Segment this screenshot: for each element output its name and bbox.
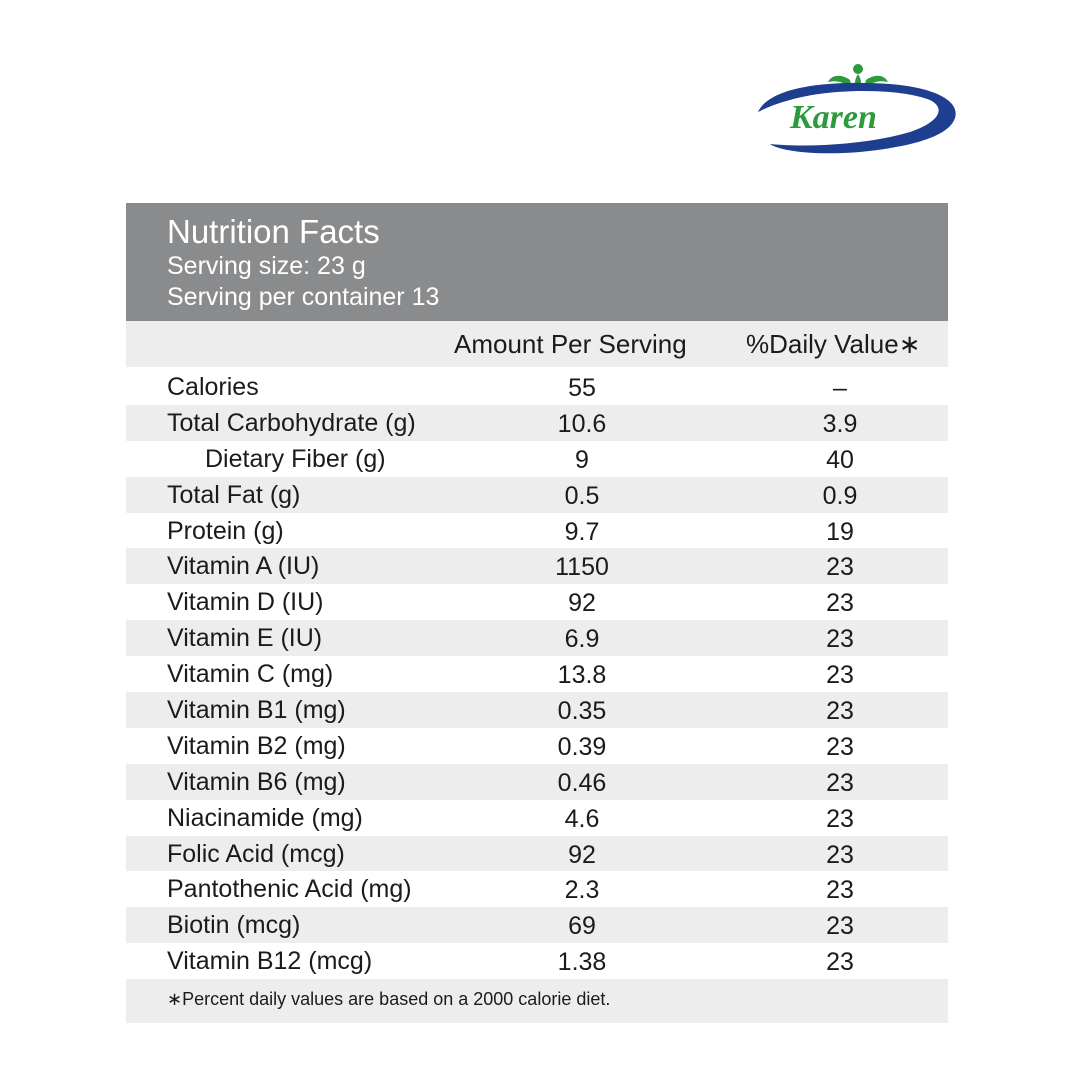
nutrient-amount: 55: [568, 374, 596, 402]
nutrient-row: Vitamin B1 (mg) 0.35 23: [126, 692, 948, 728]
brand-logo: Karen: [750, 60, 965, 160]
nutrient-amount: 4.6: [564, 804, 600, 833]
nutrient-name: Calories: [167, 373, 259, 401]
nutrient-amount: 1150: [555, 553, 609, 582]
footnote-row: ∗Percent daily values are based on a 200…: [126, 979, 948, 1024]
nutrient-daily-value: 0.9: [822, 481, 858, 510]
nutrient-name: Pantothenic Acid (mg): [167, 875, 412, 904]
nutrient-name: Vitamin C (mg): [167, 660, 334, 689]
nutrient-row: Folic Acid (mcg) 92 23: [126, 835, 948, 872]
nutrient-amount: 2.3: [564, 876, 600, 905]
nutrient-daily-value: 23: [826, 697, 854, 726]
nutrient-daily-value: 23: [826, 661, 854, 690]
servings-per-container: Serving per container 13: [167, 283, 440, 311]
nutrient-row: Vitamin D (IU) 92 23: [126, 584, 948, 620]
nutrient-daily-value: 23: [826, 948, 854, 977]
nutrient-row: Vitamin C (mg) 13.8 23: [126, 656, 948, 692]
nutrient-name: Vitamin B2 (mg): [167, 731, 346, 760]
nutrient-name: Dietary Fiber (g): [205, 444, 386, 473]
nutrient-name: Vitamin D (IU): [167, 588, 324, 617]
nutrient-row: Total Carbohydrate (g) 10.6 3.9: [126, 404, 948, 441]
nutrient-name: Total Fat (g): [167, 480, 301, 509]
nutrient-daily-value: 23: [826, 589, 854, 618]
nutrient-name: Protein (g): [167, 516, 284, 545]
nutrient-daily-value: –: [833, 374, 847, 402]
nutrient-name: Vitamin A (IU): [167, 552, 320, 581]
nutrient-daily-value: 23: [826, 840, 854, 869]
nutrient-amount: 1.38: [557, 948, 607, 977]
nutrient-daily-value: 19: [826, 517, 854, 546]
nutrient-row: Vitamin B6 (mg) 0.46 23: [126, 763, 948, 800]
nutrient-daily-value: 23: [826, 553, 854, 582]
nutrient-amount: 0.5: [564, 481, 600, 510]
nutrient-amount: 13.8: [557, 661, 607, 690]
nutrient-amount: 92: [568, 840, 596, 869]
nutrient-row: Vitamin B2 (mg) 0.39 23: [126, 728, 948, 764]
nutrient-amount: 10.6: [557, 409, 607, 438]
nutrient-name: Vitamin B1 (mg): [167, 696, 346, 725]
nutrient-row: Vitamin B12 (mcg) 1.38 23: [126, 943, 948, 979]
nutrient-daily-value: 23: [826, 768, 854, 797]
amount-column-header: Amount Per Serving: [454, 329, 687, 359]
nutrient-amount: 9: [575, 445, 589, 474]
nutrient-name: Biotin (mcg): [167, 911, 301, 940]
daily-value-column-header: %Daily Value∗: [746, 329, 921, 359]
nutrition-header: Nutrition Facts Serving size: 23 g Servi…: [126, 203, 948, 321]
nutrient-amount: 92: [568, 589, 596, 618]
nutrient-name: Vitamin E (IU): [167, 624, 323, 653]
nutrient-amount: 9.7: [564, 517, 600, 546]
nutrition-facts-panel: Nutrition Facts Serving size: 23 g Servi…: [126, 203, 948, 1024]
nutrient-row: Protein (g) 9.7 19: [126, 513, 948, 549]
nutrient-row: Dietary Fiber (g) 9 40: [126, 441, 948, 477]
nutrient-amount: 6.9: [564, 625, 600, 654]
nutrient-daily-value: 23: [826, 625, 854, 654]
serving-size: Serving size: 23 g: [167, 252, 366, 280]
nutrient-row: Pantothenic Acid (mg) 2.3 23: [126, 871, 948, 907]
nutrition-title: Nutrition Facts: [167, 213, 380, 250]
nutrient-daily-value: 23: [826, 804, 854, 833]
nutrient-amount: 69: [568, 912, 596, 941]
footnote: ∗Percent daily values are based on a 200…: [167, 989, 611, 1010]
nutrient-row: Vitamin E (IU) 6.9 23: [126, 620, 948, 657]
nutrient-row: Total Fat (g) 0.5 0.9: [126, 476, 948, 513]
nutrient-row: Vitamin A (IU) 1150 23: [126, 548, 948, 585]
nutrient-name: Vitamin B12 (mcg): [167, 947, 373, 976]
nutrient-daily-value: 40: [826, 445, 854, 474]
nutrient-name: Total Carbohydrate (g): [167, 408, 416, 437]
karen-logo-icon: Karen: [758, 64, 956, 154]
nutrient-table: Calories 55 – Total Carbohydrate (g) 10.6 3.9…: [126, 369, 948, 979]
nutrient-daily-value: 3.9: [822, 409, 858, 438]
nutrient-daily-value: 23: [826, 876, 854, 905]
nutrient-amount: 0.35: [557, 697, 607, 726]
nutrient-daily-value: 23: [826, 912, 854, 941]
nutrient-daily-value: 23: [826, 732, 854, 761]
nutrient-row: Biotin (mcg) 69 23: [126, 907, 948, 944]
nutrient-name: Folic Acid (mcg): [167, 839, 345, 868]
nutrient-amount: 0.46: [557, 768, 607, 797]
column-header-row: Amount Per Serving %Daily Value∗: [126, 321, 948, 369]
nutrient-amount: 0.39: [557, 732, 607, 761]
nutrient-row: Calories 55 –: [126, 369, 948, 405]
nutrient-name: Niacinamide (mg): [167, 803, 363, 832]
nutrient-row: Niacinamide (mg) 4.6 23: [126, 800, 948, 836]
nutrient-name: Vitamin B6 (mg): [167, 767, 346, 796]
svg-text:Karen: Karen: [789, 99, 877, 136]
